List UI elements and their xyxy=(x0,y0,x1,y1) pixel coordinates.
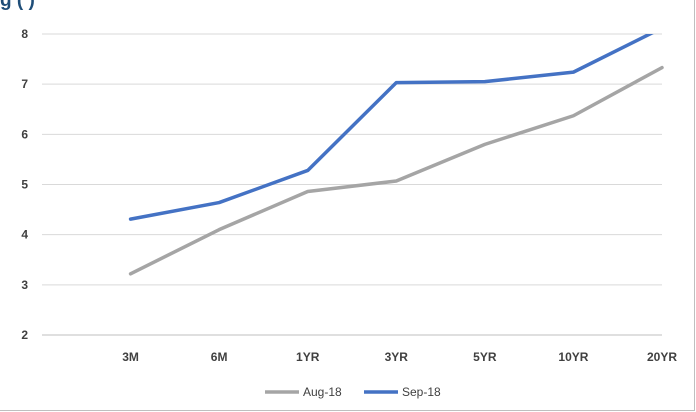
legend: Aug-18 Sep-18 xyxy=(265,385,441,399)
x-tick-label: 10YR xyxy=(558,350,588,364)
x-tick-label: 3YR xyxy=(385,350,409,364)
y-tick-label: 6 xyxy=(21,127,28,141)
y-tick-label: 2 xyxy=(21,328,28,342)
y-axis-ticks: 8 7 6 5 4 3 2 xyxy=(21,27,28,342)
y-tick-label: 4 xyxy=(21,228,28,242)
legend-label: Sep-18 xyxy=(402,385,441,399)
y-tick-label: 3 xyxy=(21,278,28,292)
y-tick-label: 8 xyxy=(21,27,28,41)
series-line-aug-18 xyxy=(128,65,664,276)
legend-label: Aug-18 xyxy=(303,385,342,399)
chart-title-cut-off: g ( ) xyxy=(0,0,35,10)
y-tick-label: 5 xyxy=(21,178,28,192)
series-lines xyxy=(128,34,664,276)
x-tick-label: 6M xyxy=(211,350,228,364)
x-tick-label: 5YR xyxy=(473,350,497,364)
y-tick-label: 7 xyxy=(21,77,28,91)
x-tick-label: 1YR xyxy=(296,350,320,364)
x-axis-ticks: 3M 6M 1YR 3YR 5YR 10YR 20YR xyxy=(122,350,677,364)
series-line-sep-18 xyxy=(128,34,654,221)
x-tick-label: 3M xyxy=(122,350,139,364)
x-tick-label: 20YR xyxy=(647,350,677,364)
